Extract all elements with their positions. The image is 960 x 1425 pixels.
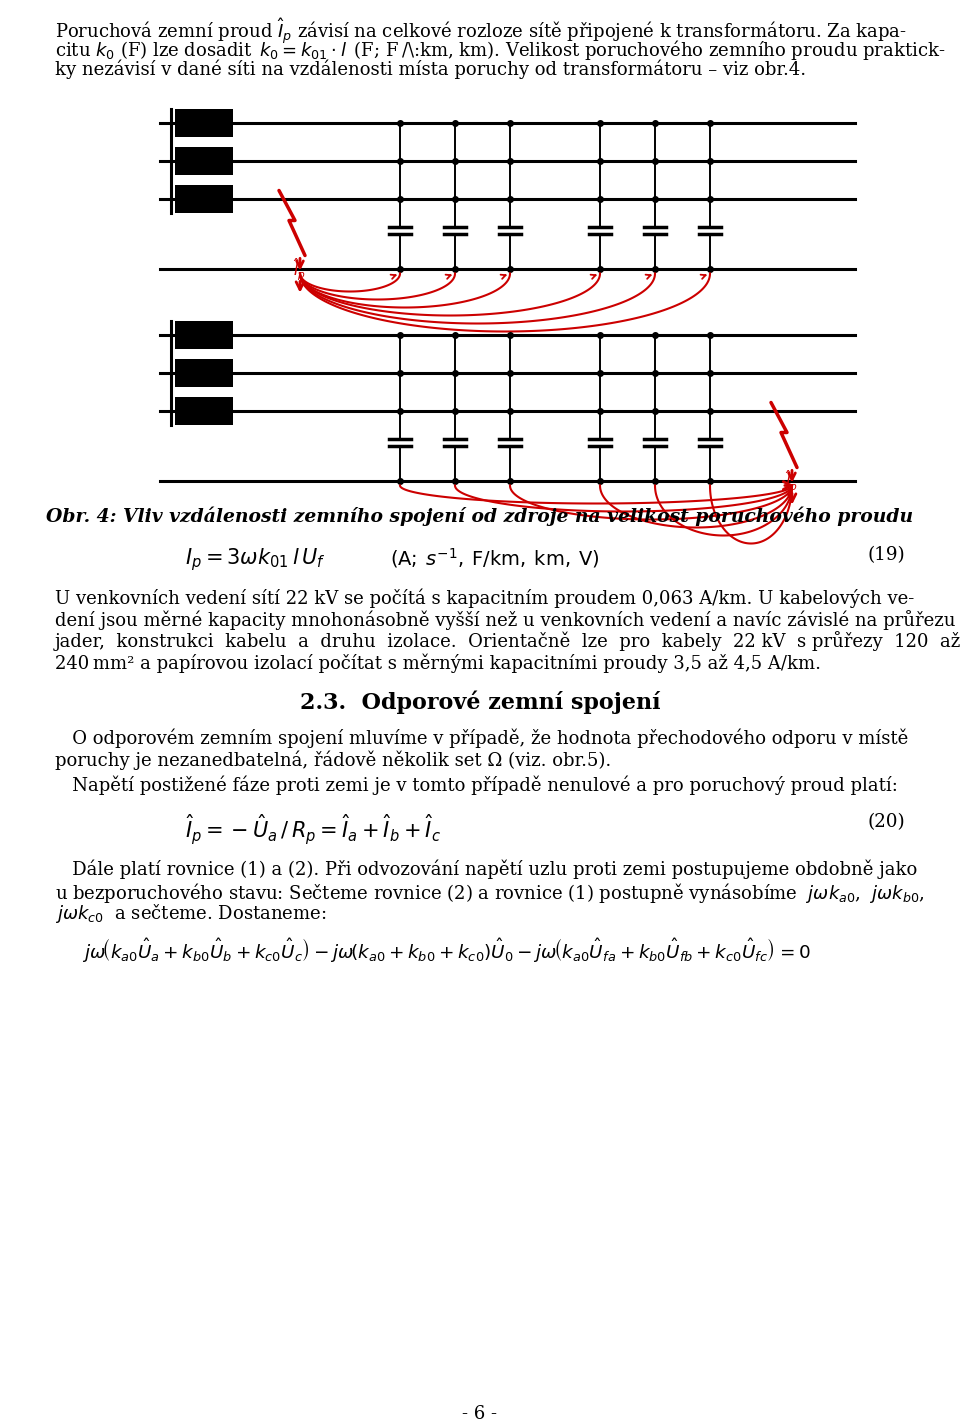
Text: $j\omega\!\left(k_{a0}\hat{U}_a + k_{b0}\hat{U}_b + k_{c0}\hat{U}_c\right) - j\o: $j\omega\!\left(k_{a0}\hat{U}_a + k_{b0}… [82, 935, 810, 963]
Text: $j\omega k_{c0}$  a sečteme. Dostaneme:: $j\omega k_{c0}$ a sečteme. Dostaneme: [55, 902, 326, 925]
Text: Poruchová zemní proud $\hat{I}_p$ závisí na celkové rozloze sítě připojené k tra: Poruchová zemní proud $\hat{I}_p$ závisí… [55, 16, 907, 46]
Text: - 6 -: - 6 - [463, 1405, 497, 1424]
Text: $\left(\mathrm{A};\:s^{-1},\:\mathrm{F}/\mathrm{km},\:\mathrm{km},\:\mathrm{V}\r: $\left(\mathrm{A};\:s^{-1},\:\mathrm{F}/… [390, 547, 600, 570]
Text: $I_p = 3\omega k_{01}\,l\,U_f$: $I_p = 3\omega k_{01}\,l\,U_f$ [185, 547, 325, 573]
Text: u bezporuchového stavu: Sečteme rovnice (2) a rovnice (1) postupně vynásobíme  $: u bezporuchového stavu: Sečteme rovnice … [55, 881, 924, 905]
Bar [175, 147, 233, 174]
Text: (19): (19) [867, 547, 905, 564]
Text: 2.3.  Odporové zemní spojení: 2.3. Odporové zemní spojení [300, 691, 660, 714]
Text: $\hat{I}_p$: $\hat{I}_p$ [785, 469, 798, 494]
Text: Obr. 4: Vliv vzdálenosti zemního spojení od zdroje na velikost poruchového proud: Obr. 4: Vliv vzdálenosti zemního spojení… [46, 506, 914, 526]
Text: Napětí postižené fáze proti zemi je v tomto případě nenulové a pro poruchový pro: Napětí postižené fáze proti zemi je v to… [55, 775, 898, 795]
Text: dení jsou měrné kapacity mnohonásobně vyšší než u venkovních vedení a navíc závi: dení jsou měrné kapacity mnohonásobně vy… [55, 610, 955, 630]
Text: citu $k_0$ (F) lze dosadit $\,k_0 = k_{01} \cdot l\,$ (F; F$\:$/\:km, km). Velik: citu $k_0$ (F) lze dosadit $\,k_0 = k_{0… [55, 37, 946, 61]
Text: jader,  konstrukci  kabelu  a  druhu  izolace.  Orientačně  lze  pro  kabely  22: jader, konstrukci kabelu a druhu izolace… [55, 631, 960, 651]
Bar [175, 184, 233, 212]
Text: O odporovém zemním spojení mluvíme v případě, že hodnota přechodového odporu v m: O odporovém zemním spojení mluvíme v pří… [55, 728, 908, 748]
Text: poruchy je nezanedbatelná, řádově několik set Ω (viz. obr.5).: poruchy je nezanedbatelná, řádově několi… [55, 750, 612, 770]
Text: U venkovních vedení sítí 22 kV se počítá s kapacitním proudem 0,063 A/km. U kabe: U venkovních vedení sítí 22 kV se počítá… [55, 589, 914, 608]
Bar [175, 108, 233, 137]
Text: ky nezávisí v dané síti na vzdálenosti místa poruchy od transformátoru – viz obr: ky nezávisí v dané síti na vzdálenosti m… [55, 58, 806, 78]
Bar [175, 396, 233, 425]
Text: $\hat{I}_p$: $\hat{I}_p$ [293, 256, 306, 284]
Text: 240 mm² a papírovou izolací počítat s měrnými kapacitními proudy 3,5 až 4,5 A/km: 240 mm² a papírovou izolací počítat s mě… [55, 653, 821, 673]
Text: Dále platí rovnice (1) a (2). Při odvozování napětí uzlu proti zemi postupujeme : Dále platí rovnice (1) a (2). Při odvozo… [55, 859, 917, 878]
Bar [175, 321, 233, 349]
Text: $\hat{I}_p = -\hat{U}_a\,/\,R_p = \hat{I}_a + \hat{I}_b + \hat{I}_c$: $\hat{I}_p = -\hat{U}_a\,/\,R_p = \hat{I… [185, 814, 441, 848]
Bar [175, 359, 233, 386]
Text: (20): (20) [867, 814, 905, 831]
